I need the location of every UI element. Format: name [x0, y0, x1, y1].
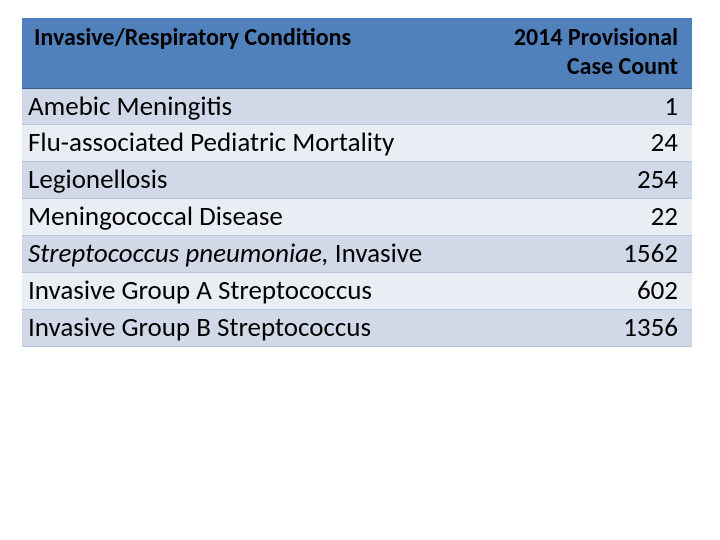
- cell-condition: Meningococcal Disease: [22, 199, 478, 236]
- table-row: Invasive Group A Streptococcus 602: [22, 272, 692, 309]
- cell-count: 22: [478, 199, 692, 236]
- cell-condition: Amebic Meningitis: [22, 88, 478, 125]
- table-row: Invasive Group B Streptococcus 1356: [22, 309, 692, 346]
- cell-count: 1: [478, 88, 692, 125]
- table-row: Flu-associated Pediatric Mortality 24: [22, 125, 692, 162]
- cell-count: 1356: [478, 309, 692, 346]
- cell-count: 254: [478, 162, 692, 199]
- col-header-condition: Invasive/Respiratory Conditions: [22, 18, 478, 88]
- table-row: Legionellosis 254: [22, 162, 692, 199]
- cell-condition-tail: Invasive: [329, 237, 423, 270]
- table-container: Invasive/Respiratory Conditions 2014 Pro…: [0, 0, 720, 347]
- table-row: Meningococcal Disease 22: [22, 199, 692, 236]
- cell-condition: Invasive Group B Streptococcus: [22, 309, 478, 346]
- cell-condition: Streptococcus pneumoniae, Invasive: [22, 236, 478, 273]
- table-row: Streptococcus pneumoniae, Invasive 1562: [22, 236, 692, 273]
- cell-count: 1562: [478, 236, 692, 273]
- cell-condition: Invasive Group A Streptococcus: [22, 272, 478, 309]
- cell-condition: Flu-associated Pediatric Mortality: [22, 125, 478, 162]
- table-row: Amebic Meningitis 1: [22, 88, 692, 125]
- cell-condition-italic: Streptococcus pneumoniae,: [28, 237, 329, 270]
- conditions-table: Invasive/Respiratory Conditions 2014 Pro…: [22, 18, 692, 347]
- cell-count: 602: [478, 272, 692, 309]
- cell-condition: Legionellosis: [22, 162, 478, 199]
- cell-count: 24: [478, 125, 692, 162]
- col-header-count: 2014 Provisional Case Count: [478, 18, 692, 88]
- table-header-row: Invasive/Respiratory Conditions 2014 Pro…: [22, 18, 692, 88]
